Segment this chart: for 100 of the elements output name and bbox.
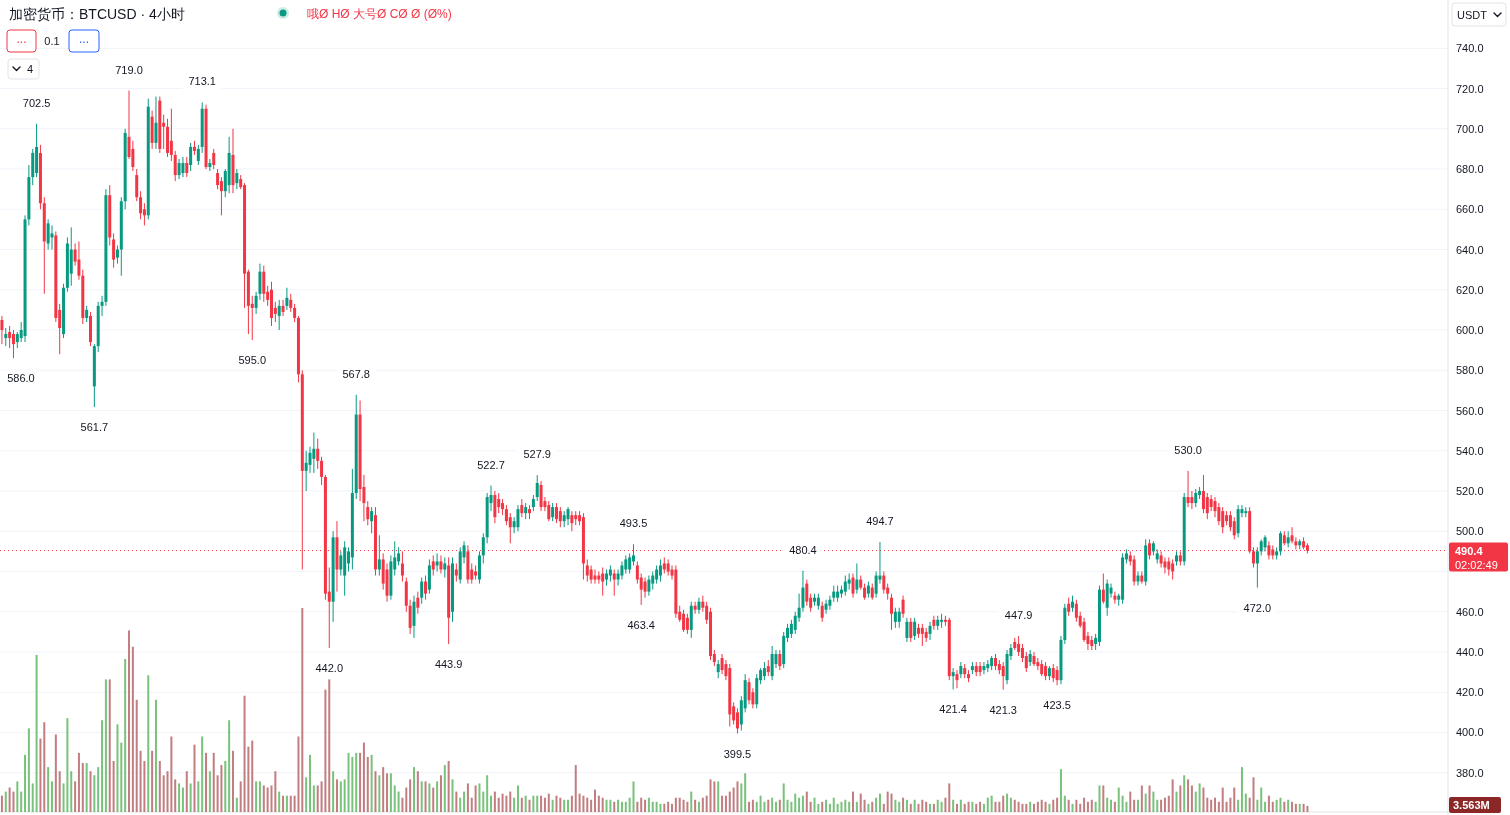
bar <box>609 799 612 812</box>
bar <box>1098 785 1101 812</box>
bar <box>466 783 469 812</box>
bar <box>405 787 408 812</box>
bar <box>944 797 947 812</box>
bar <box>278 791 281 812</box>
bar <box>844 799 847 812</box>
candlestick <box>1267 540 1271 560</box>
bar <box>401 797 404 812</box>
bar <box>378 775 381 812</box>
text: 421.3 <box>989 703 1017 716</box>
bar <box>309 754 312 812</box>
candlestick <box>1171 558 1175 581</box>
bar <box>1256 799 1259 812</box>
candlestick <box>181 156 185 178</box>
candlestick <box>196 144 200 166</box>
candlestick <box>539 480 543 512</box>
bar <box>463 791 466 812</box>
bar <box>1244 793 1247 812</box>
candlestick <box>304 450 308 492</box>
candlestick <box>481 532 485 564</box>
bar <box>478 783 481 812</box>
bar <box>1240 767 1243 812</box>
candlestick <box>735 707 739 734</box>
bar <box>986 797 989 812</box>
text: 423.5 <box>1043 699 1071 712</box>
candlestick <box>115 245 119 265</box>
bar <box>16 781 19 812</box>
bar <box>104 679 107 812</box>
bar <box>516 785 519 812</box>
text: 494.7 <box>866 514 894 527</box>
bar <box>1056 797 1059 812</box>
candlestick <box>216 168 220 190</box>
y-tick-label: 520.0 <box>1456 485 1484 498</box>
bar <box>193 744 196 812</box>
bar <box>744 773 747 812</box>
bar <box>220 765 223 812</box>
bar <box>528 799 531 812</box>
bar <box>243 695 246 812</box>
bar <box>536 795 539 812</box>
text: 02:02:49 <box>1455 558 1498 571</box>
text: 586.0 <box>7 372 35 385</box>
bar <box>1225 801 1228 812</box>
bar <box>971 801 974 812</box>
bar <box>416 771 419 812</box>
bar <box>597 795 600 812</box>
candlestick <box>316 438 320 470</box>
candlestick <box>697 597 701 615</box>
candlestick <box>909 617 913 643</box>
candlestick <box>693 601 697 615</box>
bar <box>93 775 96 812</box>
bar <box>574 765 577 812</box>
bar <box>936 799 939 812</box>
bar <box>189 783 192 812</box>
text: 447.9 <box>1004 609 1033 622</box>
bar <box>370 754 373 812</box>
bar <box>728 791 731 812</box>
candlestick <box>520 498 524 518</box>
bar <box>790 801 793 812</box>
bar <box>0 795 3 812</box>
bar <box>1194 791 1197 812</box>
bar <box>1221 787 1224 812</box>
candlestick <box>932 615 936 631</box>
bar <box>24 754 27 812</box>
candlestick <box>1167 556 1171 577</box>
candlestick <box>905 617 909 643</box>
bar <box>963 803 966 812</box>
candlestick <box>570 510 574 532</box>
candlestick <box>504 504 508 526</box>
text: 463.4 <box>627 618 655 631</box>
bar <box>297 736 300 812</box>
candlestick <box>843 575 847 597</box>
bar <box>1217 801 1220 812</box>
bar <box>509 791 512 812</box>
bar <box>909 803 912 812</box>
bar <box>20 791 23 812</box>
bar <box>640 797 643 812</box>
bar <box>613 801 616 812</box>
candlestick <box>262 265 266 303</box>
candlestick <box>955 669 959 689</box>
candlestick <box>281 299 285 317</box>
bar <box>139 750 142 812</box>
text: 480.4 <box>789 543 817 556</box>
candlestick <box>135 168 139 202</box>
candlestick <box>212 148 216 170</box>
bar <box>1075 799 1078 812</box>
bar <box>578 793 581 812</box>
y-tick-label: 500.0 <box>1456 525 1484 538</box>
bar <box>505 795 508 812</box>
candlestick <box>778 649 782 671</box>
annotation: ... <box>78 32 90 46</box>
candlestick <box>1074 599 1078 623</box>
bar <box>659 803 662 812</box>
text: 595.0 <box>238 354 267 367</box>
bar <box>1083 797 1086 812</box>
bar <box>158 761 161 812</box>
bar <box>70 771 73 812</box>
bar <box>205 752 208 812</box>
bar <box>501 793 504 812</box>
bar <box>917 803 920 812</box>
